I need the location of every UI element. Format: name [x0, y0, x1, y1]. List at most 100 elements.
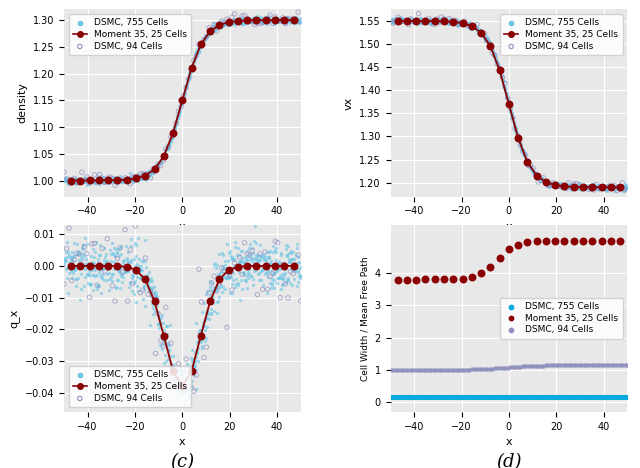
Point	[584, 394, 594, 401]
Point	[582, 394, 593, 401]
Point	[100, 263, 110, 271]
Point	[599, 185, 609, 193]
Point	[462, 394, 472, 401]
Point	[566, 180, 577, 188]
Point	[275, 15, 285, 22]
Point	[579, 184, 589, 192]
Point	[400, 394, 410, 401]
Point	[153, 310, 163, 318]
Point	[142, 173, 152, 180]
Point	[98, 271, 108, 278]
Point	[621, 184, 631, 192]
Point	[615, 183, 625, 191]
Point	[238, 14, 248, 22]
Point	[554, 394, 564, 401]
Point	[227, 18, 237, 25]
Point	[459, 17, 469, 24]
Point	[190, 51, 200, 59]
Point	[399, 394, 410, 401]
Point	[600, 394, 610, 401]
Point	[124, 284, 134, 291]
Point	[450, 19, 460, 27]
Point	[499, 394, 509, 401]
Point	[122, 178, 132, 185]
Point	[145, 322, 155, 329]
Point	[397, 394, 407, 401]
Point	[112, 255, 122, 262]
Point	[243, 17, 253, 25]
Point	[173, 360, 184, 367]
Point	[292, 15, 303, 23]
Point	[488, 394, 499, 401]
Point	[262, 290, 272, 297]
Point	[204, 287, 214, 294]
Point	[148, 167, 159, 174]
Point	[124, 258, 134, 265]
Point	[111, 175, 121, 183]
Point	[434, 16, 444, 24]
Point	[426, 21, 436, 28]
Point	[611, 183, 621, 190]
Point	[534, 394, 545, 401]
Point	[553, 179, 563, 186]
Point	[89, 179, 99, 187]
Point	[181, 83, 191, 90]
Point	[173, 368, 183, 375]
Point	[238, 258, 248, 265]
Point	[108, 176, 118, 183]
Point	[103, 176, 113, 184]
Point	[248, 275, 259, 282]
Point	[219, 19, 229, 27]
Point	[415, 394, 425, 401]
Point	[593, 184, 604, 192]
Point	[119, 175, 129, 182]
Point	[113, 266, 124, 274]
Point	[531, 394, 541, 401]
Point	[556, 394, 566, 401]
Point	[140, 263, 150, 271]
Point	[250, 255, 260, 262]
Point	[596, 183, 607, 190]
Point	[406, 17, 417, 24]
Point	[621, 182, 632, 189]
Point	[459, 19, 469, 27]
Point	[400, 17, 410, 25]
Point	[191, 339, 202, 346]
Text: (d): (d)	[496, 453, 522, 468]
Point	[178, 95, 188, 103]
Point	[255, 20, 265, 27]
Point	[257, 14, 267, 22]
Point	[116, 178, 126, 185]
Point	[180, 82, 191, 89]
Point	[461, 21, 471, 28]
Point	[166, 134, 177, 142]
Point	[600, 186, 610, 193]
Point	[429, 16, 439, 23]
Point	[179, 93, 189, 100]
Point	[548, 179, 559, 187]
Point	[238, 269, 248, 277]
Point	[522, 394, 532, 401]
Point	[289, 15, 299, 23]
Point	[224, 20, 234, 28]
Point	[171, 120, 181, 128]
Point	[419, 394, 429, 401]
Point	[277, 271, 287, 278]
Point	[255, 252, 265, 260]
Point	[284, 17, 294, 24]
Point	[418, 394, 428, 401]
Point	[270, 237, 280, 245]
Point	[268, 20, 278, 27]
Point	[576, 394, 586, 401]
Point	[158, 319, 168, 327]
Point	[173, 381, 184, 389]
Point	[421, 394, 431, 401]
Point	[223, 20, 234, 27]
Point	[218, 20, 228, 27]
Point	[225, 252, 236, 260]
Point	[490, 51, 500, 59]
Point	[439, 17, 449, 24]
Point	[438, 394, 448, 401]
Point	[602, 394, 612, 401]
Point	[202, 32, 212, 40]
